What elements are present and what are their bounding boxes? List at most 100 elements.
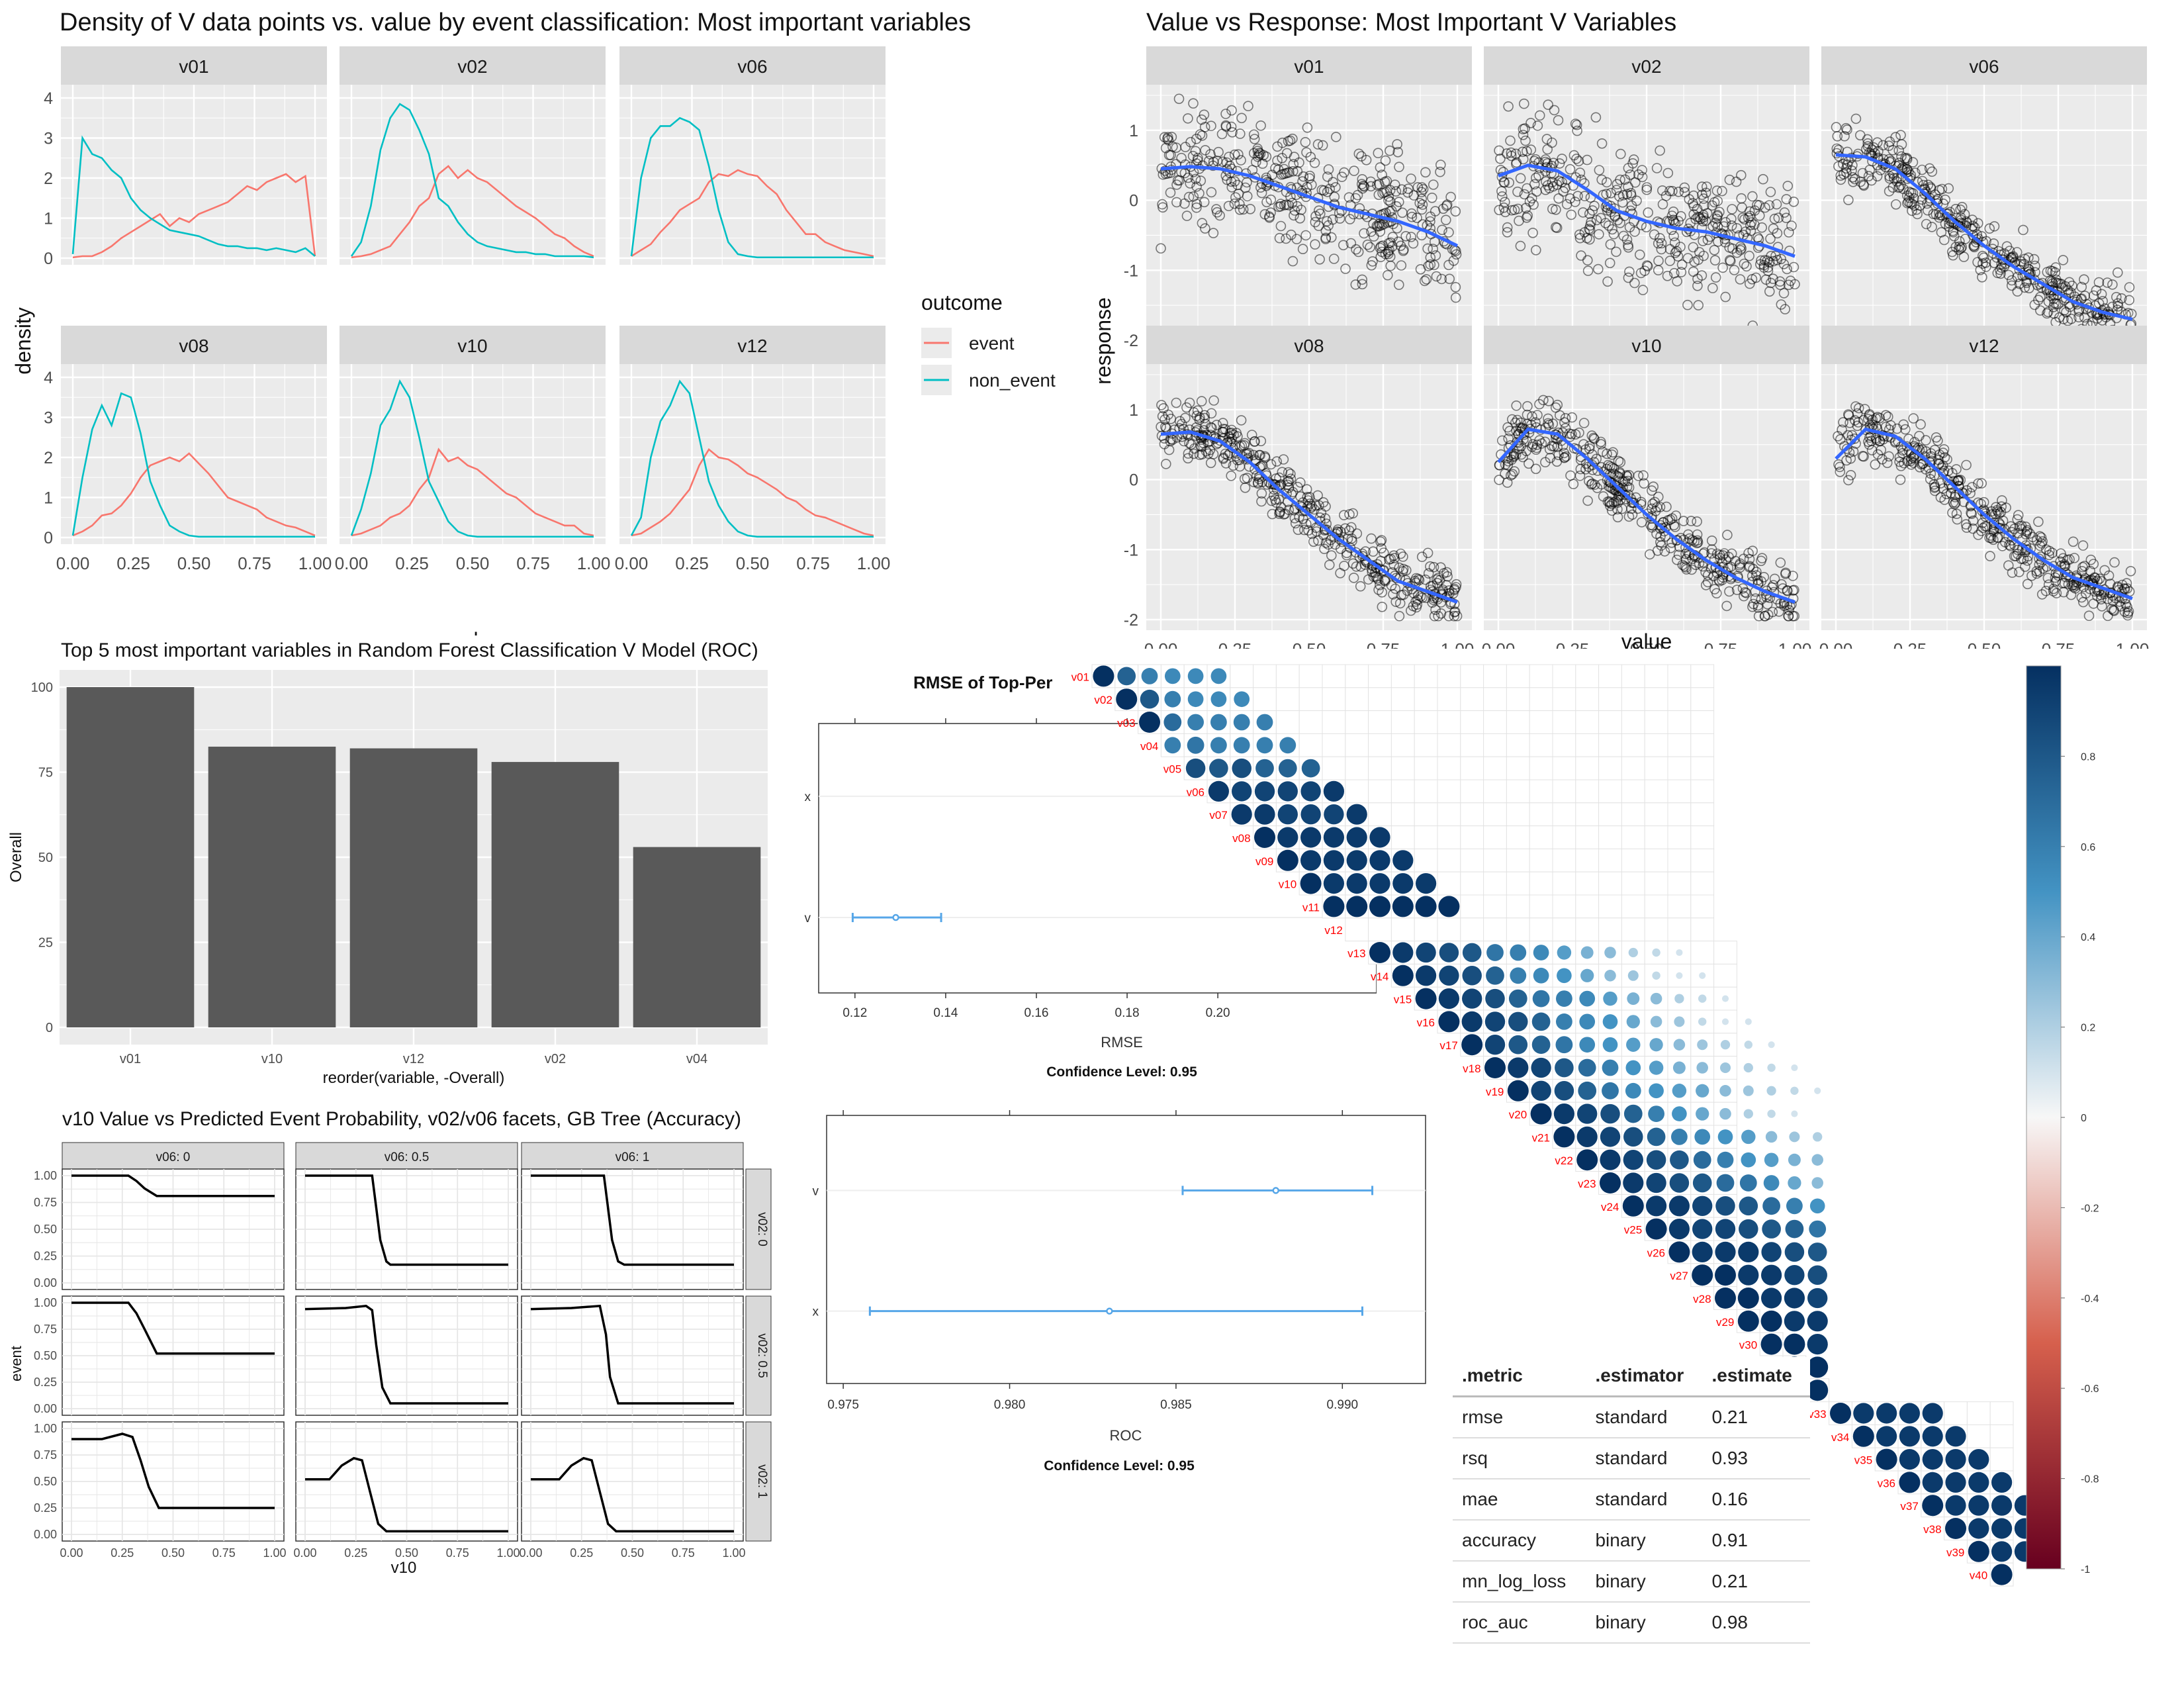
scatter-point bbox=[1380, 576, 1390, 586]
scatter-point bbox=[1969, 242, 1979, 253]
scatter-point bbox=[1781, 194, 1792, 205]
corr-circle bbox=[1600, 1127, 1621, 1147]
scatter-point bbox=[1281, 148, 1293, 159]
corr-circle bbox=[1717, 1151, 1734, 1168]
corr-cell bbox=[1598, 779, 1622, 804]
y-tick-label: 1.00 bbox=[34, 1169, 57, 1182]
scatter-point bbox=[1984, 223, 1995, 234]
corr-cell bbox=[1575, 710, 1600, 734]
corr-circle bbox=[1346, 804, 1367, 825]
scatter-point bbox=[1784, 604, 1795, 616]
corr-circle bbox=[1945, 1448, 1966, 1470]
scatter-point bbox=[1306, 501, 1318, 512]
scatter-point bbox=[1440, 214, 1451, 226]
scatter-point bbox=[1639, 478, 1649, 489]
corr-circle bbox=[1600, 1149, 1621, 1170]
corr-circle bbox=[1784, 1265, 1805, 1286]
y-tick-label: 0.75 bbox=[34, 1448, 57, 1462]
scatter-point bbox=[1373, 585, 1384, 595]
corr-cell bbox=[1390, 687, 1415, 712]
scatter-point bbox=[1285, 135, 1296, 146]
scatter-point bbox=[1553, 115, 1564, 126]
corr-cell bbox=[1368, 779, 1392, 804]
y-tick-label: 1 bbox=[1129, 122, 1138, 140]
corr-circle bbox=[1346, 827, 1367, 848]
corr-cell bbox=[1552, 710, 1576, 734]
scatter-point bbox=[1942, 475, 1953, 486]
scatter-point bbox=[1702, 234, 1713, 246]
scatter-point bbox=[1841, 122, 1852, 134]
scatter-point bbox=[1375, 536, 1386, 547]
scatter-point bbox=[1240, 482, 1251, 493]
scatter-point bbox=[1199, 122, 1210, 132]
scatter-point bbox=[1989, 258, 2000, 269]
scatter-point bbox=[1768, 580, 1779, 590]
corr-circle bbox=[1876, 1448, 1897, 1470]
corr-circle bbox=[1187, 668, 1204, 684]
scatter-point bbox=[1952, 514, 1963, 525]
facet-strip bbox=[61, 46, 327, 85]
scatter-point bbox=[1366, 533, 1377, 544]
corr-cell bbox=[1644, 664, 1668, 688]
corr-label: v22 bbox=[1555, 1154, 1572, 1167]
corr-cell bbox=[1621, 779, 1645, 804]
corr-cell bbox=[1322, 756, 1346, 780]
corr-circle bbox=[1743, 1109, 1753, 1119]
facet-strip bbox=[1146, 326, 1472, 364]
corr-label: v11 bbox=[1302, 901, 1320, 914]
scatter-point bbox=[1421, 274, 1432, 285]
scatter-point bbox=[1302, 122, 1313, 133]
corr-circle bbox=[1323, 850, 1345, 871]
y-tick-label: 0.50 bbox=[34, 1475, 57, 1488]
corr-circle bbox=[1668, 1218, 1690, 1240]
scatter-point bbox=[1584, 220, 1596, 231]
scatter-point bbox=[1516, 440, 1527, 451]
scatter-point bbox=[1711, 185, 1723, 196]
scatter-point bbox=[1392, 147, 1404, 158]
corr-circle bbox=[1922, 1495, 1944, 1517]
scatter-point bbox=[1349, 165, 1359, 176]
corr-cell bbox=[1575, 756, 1600, 780]
scatter-point bbox=[1784, 227, 1794, 238]
scatter-point bbox=[1923, 179, 1934, 191]
corr-circle bbox=[1968, 1495, 1989, 1516]
scatter-point bbox=[1495, 154, 1506, 164]
scatter-point bbox=[1939, 452, 1950, 463]
scatter-point bbox=[2014, 278, 2025, 289]
corr-cell bbox=[1667, 710, 1692, 734]
scatter-point bbox=[1185, 178, 1195, 189]
scatter-point bbox=[1735, 169, 1747, 181]
corr-circle bbox=[1698, 1017, 1707, 1026]
density-line-non_event bbox=[350, 103, 594, 259]
corr-circle bbox=[1697, 1039, 1708, 1051]
corr-circle bbox=[1807, 1356, 1829, 1378]
x-axis-label: v10 bbox=[391, 1559, 417, 1577]
corr-circle bbox=[1579, 1013, 1596, 1030]
scatter-point bbox=[1992, 506, 2003, 517]
table-cell: 0.98 bbox=[1702, 1602, 1810, 1644]
scatter-point bbox=[1624, 266, 1635, 277]
corr-cell bbox=[1390, 733, 1415, 757]
scatter-point bbox=[1192, 155, 1203, 166]
scatter-point bbox=[1662, 270, 1673, 281]
corr-circle bbox=[1323, 780, 1345, 802]
corr-circle bbox=[1232, 758, 1251, 778]
corr-cell bbox=[1414, 802, 1438, 827]
scatter-point bbox=[1929, 485, 1940, 496]
scatter-point bbox=[1756, 222, 1768, 233]
corr-cell bbox=[1460, 894, 1484, 919]
table-row: mn_log_loss binary 0.21 bbox=[1453, 1561, 1810, 1603]
y-tick-label: 75 bbox=[38, 766, 53, 780]
corr-circle bbox=[1668, 1241, 1690, 1263]
scatter-point bbox=[1394, 598, 1406, 609]
y-axis-label: response bbox=[1091, 297, 1115, 385]
scatter-point bbox=[1524, 196, 1535, 207]
corr-circle bbox=[1767, 1063, 1776, 1072]
corr-label: v05 bbox=[1163, 763, 1181, 776]
corr-cell bbox=[1598, 848, 1622, 872]
scatter-point bbox=[1343, 192, 1355, 203]
scatter-point bbox=[1602, 276, 1613, 287]
scatter-point bbox=[1328, 254, 1340, 264]
scatter-point bbox=[1922, 198, 1933, 209]
scatter-point bbox=[1411, 602, 1422, 613]
